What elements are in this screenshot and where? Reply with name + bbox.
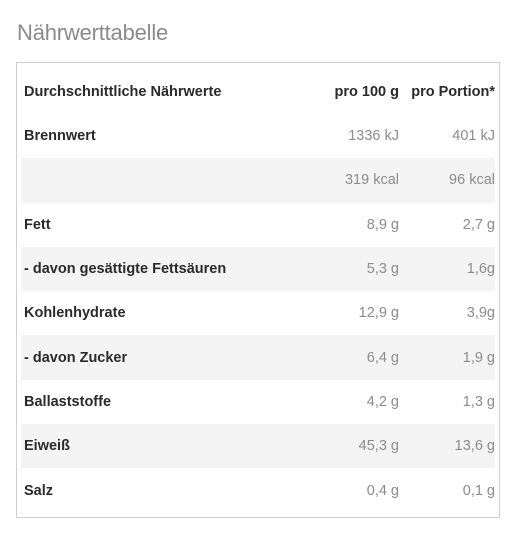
nutrition-table-container: Durchschnittliche Nährwerte pro 100 g pr… xyxy=(16,62,500,518)
row-per-portion: 1,6g xyxy=(399,246,495,292)
row-label: Salz xyxy=(21,468,293,513)
row-per-100g: 45,3 g xyxy=(293,424,399,469)
row-label: - davon Zucker xyxy=(21,335,293,380)
row-per-100g: 4,2 g xyxy=(293,379,399,425)
nutrition-table: Durchschnittliche Nährwerte pro 100 g pr… xyxy=(21,70,495,513)
table-row: Fett 8,9 g 2,7 g xyxy=(21,202,495,247)
row-label: Brennwert xyxy=(21,114,293,159)
row-label: - davon gesättigte Fettsäuren xyxy=(21,246,293,292)
row-per-portion: 1,3 g xyxy=(399,379,495,425)
row-per-100g: 8,9 g xyxy=(293,202,399,247)
row-label: Eiweiß xyxy=(21,424,293,469)
row-per-portion: 2,7 g xyxy=(399,202,495,247)
row-per-100g: 12,9 g xyxy=(293,291,399,336)
row-label: Fett xyxy=(21,202,293,247)
page-title: Nährwerttabelle xyxy=(17,20,169,45)
row-per-100g: 5,3 g xyxy=(293,246,399,292)
row-per-100g: 0,4 g xyxy=(293,468,399,513)
row-per-portion: 96 kcal xyxy=(399,158,495,203)
table-row: - davon Zucker 6,4 g 1,9 g xyxy=(21,335,495,380)
table-row: Kohlenhydrate 12,9 g 3,9g xyxy=(21,291,495,336)
row-per-100g: 319 kcal xyxy=(293,158,399,203)
table-row: Eiweiß 45,3 g 13,6 g xyxy=(21,424,495,469)
row-label: Ballaststoffe xyxy=(21,379,293,425)
table-header-row: Durchschnittliche Nährwerte pro 100 g pr… xyxy=(21,70,495,114)
row-label: Kohlenhydrate xyxy=(21,291,293,336)
row-per-100g: 6,4 g xyxy=(293,335,399,380)
header-per-100g: pro 100 g xyxy=(293,70,399,114)
table-row: - davon gesättigte Fettsäuren 5,3 g 1,6g xyxy=(21,246,495,292)
header-nutrients: Durchschnittliche Nährwerte xyxy=(21,70,293,114)
header-per-portion: pro Portion* xyxy=(399,70,495,114)
table-row: Salz 0,4 g 0,1 g xyxy=(21,468,495,513)
row-per-100g: 1336 kJ xyxy=(293,114,399,159)
table-row: Ballaststoffe 4,2 g 1,3 g xyxy=(21,379,495,425)
row-per-portion: 3,9g xyxy=(399,291,495,336)
table-row: Brennwert 1336 kJ 401 kJ xyxy=(21,114,495,159)
row-per-portion: 401 kJ xyxy=(399,114,495,159)
row-per-portion: 1,9 g xyxy=(399,335,495,380)
row-per-portion: 13,6 g xyxy=(399,424,495,469)
table-row: 319 kcal 96 kcal xyxy=(21,158,495,203)
row-per-portion: 0,1 g xyxy=(399,468,495,513)
row-label xyxy=(21,158,293,203)
